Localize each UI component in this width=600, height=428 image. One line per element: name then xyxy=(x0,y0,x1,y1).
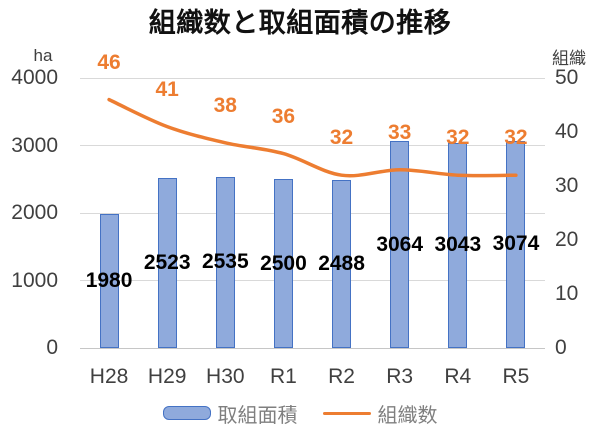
y-axis-tick-right: 0 xyxy=(555,336,567,359)
bar-value-label: 2523 xyxy=(143,250,191,274)
bar-value-label: 1980 xyxy=(85,269,133,293)
gridline xyxy=(80,77,545,79)
gridline xyxy=(80,280,545,281)
x-axis-label: R5 xyxy=(502,365,530,388)
bar xyxy=(273,179,293,348)
line-value-label: 33 xyxy=(388,120,412,144)
y-axis-tick-right: 20 xyxy=(555,228,579,251)
gridline xyxy=(80,212,545,214)
bar-value-label: 3064 xyxy=(376,232,424,256)
legend: 取組面積 組織数 xyxy=(0,402,600,427)
y-axis-tick-left: 1000 xyxy=(11,268,58,292)
line-value-label: 32 xyxy=(504,126,528,150)
legend-bar-label: 取組面積 xyxy=(217,404,298,427)
line-value-label: 46 xyxy=(97,50,121,74)
bar-value-label: 2488 xyxy=(318,252,365,276)
y-axis-tick-left: 0 xyxy=(46,336,58,359)
y-axis-tick-left: 3000 xyxy=(11,133,58,157)
y-axis-tick-left: 2000 xyxy=(11,201,58,224)
x-axis-label: H29 xyxy=(147,365,187,388)
y-axis-tick-right: 40 xyxy=(555,120,579,143)
bar-value-label: 3043 xyxy=(434,233,482,257)
x-axis-label: R3 xyxy=(386,365,414,388)
right-axis-unit: 組織 xyxy=(552,49,586,68)
line-value-label: 36 xyxy=(271,104,296,128)
x-axis-label: R2 xyxy=(328,365,355,388)
line-value-label: 32 xyxy=(329,126,354,150)
x-axis-label: R1 xyxy=(270,365,297,388)
bar xyxy=(99,214,119,348)
bar xyxy=(332,180,352,348)
bar-value-label: 2535 xyxy=(201,250,249,274)
line-value-label: 41 xyxy=(155,77,179,101)
x-axis-baseline xyxy=(80,347,545,349)
y-axis-tick-left: 4000 xyxy=(11,66,58,89)
legend-line-swatch xyxy=(322,411,371,415)
y-axis-tick-right: 50 xyxy=(555,66,579,89)
chart-title: 組織数と取組面積の推移 xyxy=(148,8,452,38)
bar-value-label: 3074 xyxy=(492,232,540,256)
bar xyxy=(157,177,177,348)
left-axis-unit: ha xyxy=(33,46,53,65)
x-axis-label: H30 xyxy=(206,365,245,388)
legend-bar-swatch xyxy=(162,406,211,420)
legend-line-label: 組織数 xyxy=(377,404,438,427)
y-axis-tick-right: 30 xyxy=(555,174,579,197)
line-value-label: 38 xyxy=(213,93,237,117)
line-value-label: 32 xyxy=(446,126,470,150)
gridline xyxy=(80,145,545,146)
y-axis-tick-right: 10 xyxy=(555,282,579,305)
bar-value-label: 2500 xyxy=(260,251,307,275)
x-axis-label: H28 xyxy=(89,365,129,388)
x-axis-label: R4 xyxy=(444,365,472,388)
